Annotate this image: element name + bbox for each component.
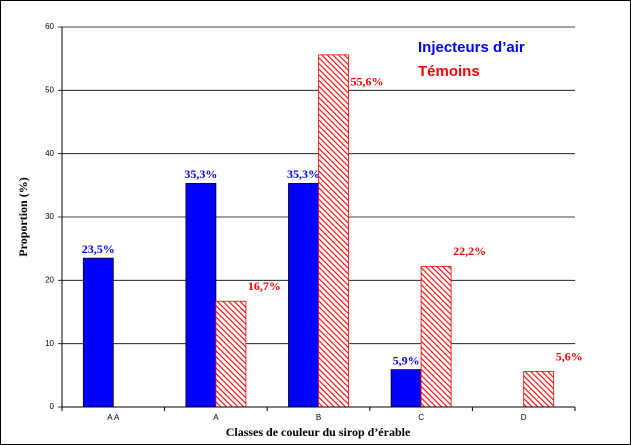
bar (215, 300, 247, 408)
value-label: 16,7% (248, 279, 281, 293)
value-label: 55,6% (351, 75, 384, 89)
x-tick-label: B (316, 413, 321, 422)
y-tick-label: 40 (45, 149, 54, 158)
bar (288, 183, 319, 408)
bar (390, 369, 422, 408)
x-tick-label: D (521, 413, 527, 422)
y-tick-label: 10 (45, 339, 54, 348)
bar (82, 257, 114, 408)
x-tick-label: A A (107, 413, 120, 422)
bar (523, 371, 555, 408)
y-tick-label: 0 (50, 402, 55, 411)
y-tick-label: 30 (45, 212, 54, 221)
y-tick-label: 50 (45, 85, 54, 94)
value-label: 35,3% (287, 167, 320, 181)
bar (318, 54, 349, 408)
x-tick-label: A (213, 413, 219, 422)
y-tick-label: 60 (45, 22, 54, 31)
value-label: 23,5% (82, 242, 115, 256)
y-axis-label: Proportion (%) (16, 177, 30, 256)
legend-entry: Témoins (418, 63, 480, 80)
x-tick-label: C (418, 413, 424, 422)
x-axis-label: Classes de couleur du sirop d’érable (226, 425, 411, 439)
legend-entry: Injecteurs d’air (418, 39, 525, 56)
value-label: 5,6% (556, 349, 583, 363)
value-label: 5,9% (393, 353, 420, 367)
y-tick-label: 20 (45, 275, 54, 284)
bar (185, 183, 217, 408)
bar (420, 265, 452, 408)
value-label: 22,2% (453, 244, 486, 258)
value-label: 35,3% (184, 167, 217, 181)
